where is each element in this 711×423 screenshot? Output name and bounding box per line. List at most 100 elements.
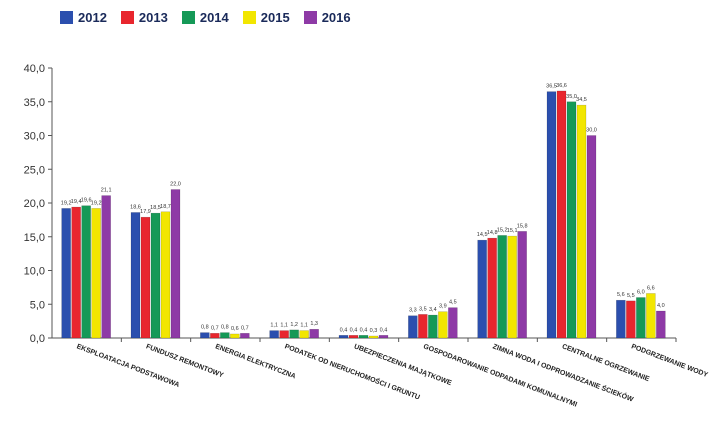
data-label: 3,9 [439, 304, 447, 310]
legend-label: 2014 [199, 10, 229, 25]
data-label: 35,0 [566, 94, 577, 100]
bar [448, 307, 458, 339]
bar [368, 335, 379, 339]
data-label: 18,5 [150, 205, 161, 211]
data-label: 22,0 [170, 182, 181, 188]
bar [140, 216, 151, 339]
data-label: 18,7 [160, 204, 171, 210]
data-label: 19,2 [61, 200, 72, 206]
bar [210, 333, 220, 339]
bar [576, 104, 587, 339]
bar [269, 330, 279, 339]
bar [497, 235, 507, 339]
data-label: 19,2 [91, 200, 102, 206]
bar [91, 208, 101, 339]
data-label: 6,6 [647, 285, 655, 291]
bar [130, 212, 141, 339]
data-label: 0,4 [360, 327, 368, 333]
bar [636, 297, 646, 339]
data-label: 4,0 [657, 303, 665, 309]
legend-swatch [303, 11, 317, 24]
data-label: 0,6 [231, 326, 239, 332]
x-tick-label: PODATEK OD NIERUCHOMOŚCI I GRUNTU [284, 341, 422, 401]
bar [477, 239, 487, 339]
bar [656, 310, 666, 339]
bar [299, 330, 309, 339]
data-label: 3,3 [409, 308, 417, 314]
bar [230, 333, 240, 339]
bar [517, 231, 527, 339]
bar [586, 135, 597, 339]
data-label: 0,8 [221, 325, 229, 331]
legend-swatch [120, 11, 134, 24]
legend-item: 2014 [181, 10, 229, 25]
data-label: 1,1 [300, 323, 308, 329]
x-tick-label: GOSPODAROWANIE ODPADAMI KOMUNALNYMI [422, 343, 578, 408]
bar [616, 299, 626, 339]
bar [428, 314, 438, 339]
bar [487, 237, 497, 339]
y-tick-label: 25,0 [24, 164, 45, 176]
data-label: 36,6 [556, 83, 567, 89]
y-tick-label: 10,0 [24, 266, 45, 278]
data-label: 0,4 [340, 327, 348, 333]
bar [240, 333, 250, 339]
legend-label: 2012 [78, 10, 107, 25]
data-label: 0,4 [350, 327, 358, 333]
data-label: 5,5 [627, 293, 635, 299]
bar [61, 208, 71, 339]
legend-item: 2015 [242, 10, 290, 25]
bar [566, 101, 577, 339]
y-tick-label: 15,0 [24, 232, 45, 244]
y-tick-label: 0,0 [30, 333, 45, 345]
bar [200, 332, 210, 339]
bar [81, 205, 91, 339]
y-tick-label: 35,0 [24, 97, 45, 109]
data-label: 18,6 [130, 204, 141, 210]
bar [150, 212, 161, 339]
legend-label: 2016 [321, 10, 351, 25]
legend: 2012 2013 2014 2015 2016 [60, 10, 351, 25]
data-label: 3,5 [419, 306, 427, 312]
data-label: 0,8 [201, 325, 209, 331]
y-tick-label: 40,0 [24, 63, 45, 75]
bar [358, 335, 369, 339]
bar [626, 300, 636, 339]
data-label: 19,6 [81, 198, 92, 204]
data-label: 6,0 [637, 290, 645, 296]
data-label: 15,2 [497, 227, 508, 233]
data-label: 17,9 [140, 209, 151, 215]
bar [160, 211, 171, 339]
bar [101, 195, 111, 339]
data-label: 14,5 [477, 232, 488, 238]
data-label: 30,0 [586, 128, 597, 134]
data-label: 1,1 [280, 323, 288, 329]
legend-swatch [60, 11, 73, 24]
data-label: 0,7 [211, 325, 219, 331]
legend-item: 2012 [60, 10, 107, 25]
bar [556, 90, 567, 339]
data-label: 19,4 [71, 199, 82, 205]
bar [348, 335, 359, 339]
data-label: 0,7 [241, 325, 249, 331]
bar [438, 311, 448, 339]
y-tick-label: 20,0 [24, 198, 45, 210]
legend-item: 2016 [303, 10, 351, 25]
bar [309, 328, 319, 339]
legend-swatch [181, 11, 195, 24]
bar [279, 330, 289, 339]
bar [220, 332, 230, 339]
y-tick-label: 30,0 [24, 131, 45, 143]
data-label: 4,5 [449, 300, 457, 306]
bar [646, 293, 656, 339]
data-label: 1,3 [310, 321, 318, 327]
legend-item: 2013 [120, 10, 168, 25]
legend-label: 2015 [260, 10, 290, 25]
bar [338, 335, 349, 339]
data-label: 0,4 [380, 327, 388, 333]
bar [378, 335, 389, 339]
bar [71, 206, 81, 339]
y-tick-label: 5,0 [30, 299, 45, 311]
data-label: 5,6 [617, 292, 625, 298]
